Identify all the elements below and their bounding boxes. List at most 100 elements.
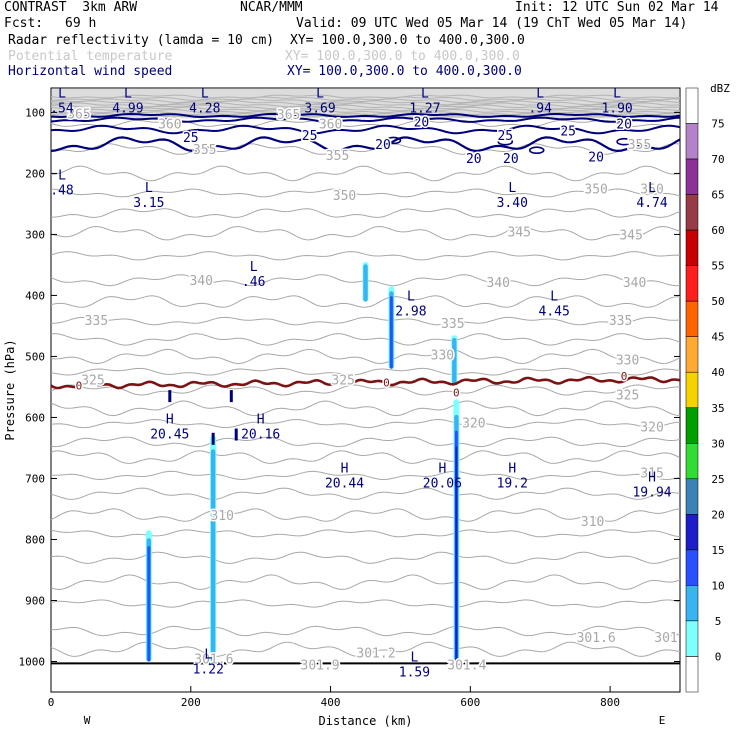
high-marker: H xyxy=(438,461,446,476)
colorbar-swatch xyxy=(685,443,699,480)
theta-contour xyxy=(50,106,681,112)
wind-speed-contour xyxy=(528,146,545,155)
wind-speed-contour xyxy=(497,137,514,146)
theta-label: 360 xyxy=(319,117,342,132)
organization: NCAR/MMM xyxy=(240,0,303,15)
colorbar-tick-label: 50 xyxy=(711,295,724,308)
theta-label: 310 xyxy=(210,509,233,524)
colorbar-swatch xyxy=(685,158,699,195)
x-tick-label: 200 xyxy=(181,696,201,709)
colorbar-tick-label: 60 xyxy=(711,224,724,237)
zero-isotherm-label: 0 xyxy=(383,377,390,390)
reflectivity-cell-4-level-4 xyxy=(455,446,458,662)
colorbar: 0 5 10 15 20 25 30 35 40 45 50 55 60 65 70 75 dBZ xyxy=(685,82,730,693)
theta-contours-layer xyxy=(50,89,681,657)
colorbar-tick-label: 10 xyxy=(711,579,724,592)
high-marker: H xyxy=(648,471,656,486)
west-label: W xyxy=(84,714,91,727)
colorbar-tick-label: 75 xyxy=(711,118,724,131)
wind-label: 25 xyxy=(183,131,199,146)
theta-label: 355 xyxy=(193,143,216,158)
theta-label: 340 xyxy=(190,274,213,289)
wind-speed-contour xyxy=(211,432,215,445)
theta-label: 350 xyxy=(333,189,356,204)
wind-label: 20 xyxy=(503,152,519,167)
theta-contour xyxy=(50,96,681,101)
theta-contour xyxy=(50,599,681,608)
theta-contour xyxy=(50,625,681,637)
theta-contour xyxy=(50,208,681,218)
theta-contour xyxy=(50,143,681,155)
theta-label: 301 xyxy=(654,631,677,646)
colorbar-swatch xyxy=(685,336,699,373)
y-axis-title: Pressure (hPa) xyxy=(3,339,17,440)
low-marker: L xyxy=(508,181,516,196)
theta-contour xyxy=(50,251,681,261)
theta-contour xyxy=(50,529,681,538)
colorbar-swatch xyxy=(685,265,699,302)
y-tick-label: 1000 xyxy=(19,655,46,668)
theta-contour xyxy=(50,367,681,376)
zero-isotherm-label: 0 xyxy=(453,386,460,399)
high-marker: H xyxy=(341,461,349,476)
theta-contour xyxy=(50,508,681,522)
x-tick-label: 400 xyxy=(321,696,341,709)
plot-frame xyxy=(50,87,681,693)
low-value: 1.22 xyxy=(193,663,224,678)
theta-contour xyxy=(50,436,681,448)
reflectivity-cell-3-level-3 xyxy=(390,296,393,369)
wind-label: 20 xyxy=(375,138,391,153)
high-marker: H xyxy=(508,461,516,476)
low-value: 4.74 xyxy=(636,196,667,211)
theta-contour xyxy=(50,94,681,99)
high-value: 19.2 xyxy=(497,476,528,491)
wind-speed-contour xyxy=(234,428,238,441)
low-value: 4.99 xyxy=(112,101,143,116)
low-value: .46 xyxy=(242,275,265,290)
low-value: 1.59 xyxy=(399,666,430,681)
low-value: 1.27 xyxy=(409,101,440,116)
x-axis-title: Distance (km) xyxy=(319,714,413,728)
wind-speed-contour xyxy=(385,136,402,145)
theta-label: 330 xyxy=(431,349,454,364)
field-name-wind: Horizontal wind speed xyxy=(8,64,173,79)
theta-contour xyxy=(50,295,680,308)
y-tick-label: 300 xyxy=(25,228,45,241)
theta-label: 360 xyxy=(158,117,181,132)
colorbar-swatch xyxy=(685,194,699,231)
high-value: 19.94 xyxy=(632,486,671,501)
colorbar-tick-label: 5 xyxy=(715,615,722,628)
wind-speed-contour xyxy=(50,124,681,135)
theta-contour xyxy=(50,470,681,481)
colorbar-unit: dBZ xyxy=(710,82,730,95)
low-value: 3.69 xyxy=(304,101,335,116)
colorbar-tick-label: 55 xyxy=(711,260,724,273)
low-marker: L xyxy=(411,651,419,666)
low-value: 3.15 xyxy=(133,196,164,211)
y-tick-label: 900 xyxy=(25,594,45,607)
x-tick-label: 800 xyxy=(600,696,620,709)
wind-speed-contour xyxy=(50,112,681,119)
y-tick-label: 700 xyxy=(25,472,45,485)
theta-label: 345 xyxy=(508,225,531,240)
theta-contour xyxy=(50,316,681,326)
theta-label: 301.4 xyxy=(447,659,486,674)
reflectivity-layer xyxy=(145,261,460,662)
low-value: 4.45 xyxy=(539,304,570,319)
theta-label: 315 xyxy=(640,466,663,481)
wind-speed-contour xyxy=(50,136,681,153)
theta-label: 310 xyxy=(581,515,604,530)
low-marker: L xyxy=(250,260,258,275)
theta-contour xyxy=(50,641,681,657)
wind-speed-contour xyxy=(229,390,233,403)
low-marker: L xyxy=(536,86,544,101)
theta-label: 325 xyxy=(331,374,354,389)
theta-label: 365 xyxy=(277,108,300,123)
high-marker: H xyxy=(166,413,174,428)
colorbar-swatch xyxy=(685,549,699,586)
high-value: 20.06 xyxy=(423,476,462,491)
east-label: E xyxy=(659,714,666,727)
theta-contour xyxy=(50,400,681,417)
low-marker: L xyxy=(124,86,132,101)
